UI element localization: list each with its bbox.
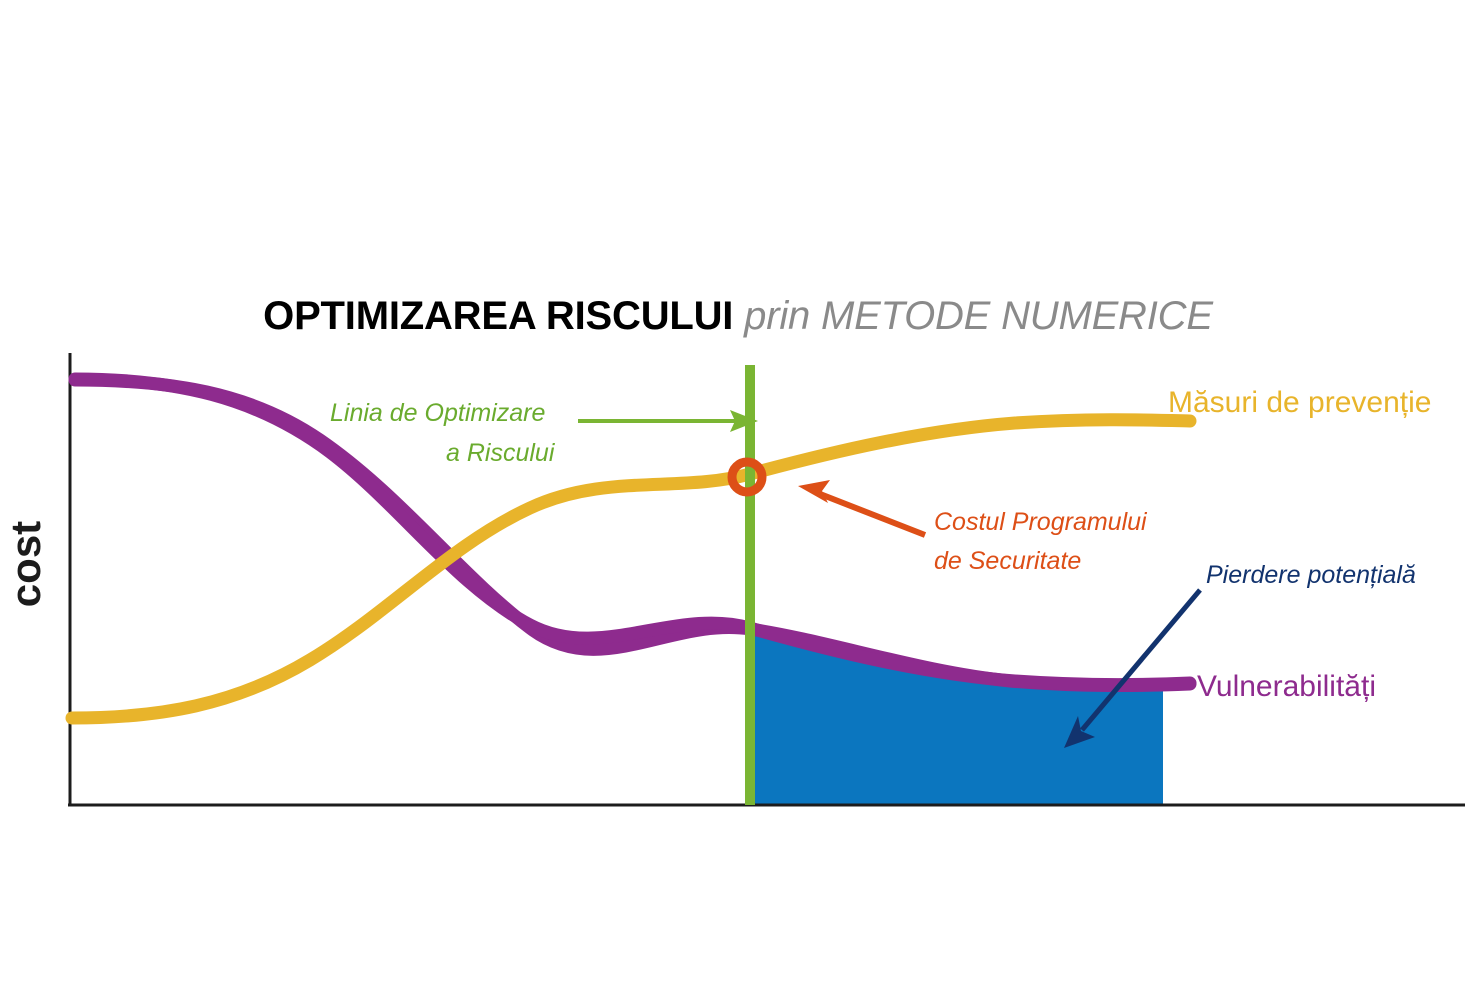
security-cost-label-line1: Costul Programului — [934, 508, 1148, 536]
potential-loss-label: Pierdere potențială — [1206, 561, 1416, 589]
potential-loss-arrow-icon — [1064, 716, 1095, 748]
optimization-arrow-icon — [730, 410, 758, 432]
potential-loss-leader-line — [1080, 588, 1202, 732]
security-cost-label-line2: de Securitate — [934, 547, 1081, 575]
optimum-point-marker — [727, 457, 767, 497]
title-subtitle: prin METODE NUMERICE — [744, 294, 1213, 338]
security-cost-leader-line — [813, 489, 927, 538]
page-title: OPTIMIZAREA RISCULUI prin METODE NUMERIC… — [0, 292, 1476, 340]
series-label-vulnerabilities: Vulnerabilități — [1197, 670, 1376, 703]
potential-loss-area — [750, 629, 1163, 805]
optimization-label-line2: a Riscului — [446, 439, 556, 467]
title-main: OPTIMIZAREA RISCULUI — [263, 294, 734, 338]
prevention-curve — [65, 413, 1197, 725]
vulnerabilities-curve-smooth — [68, 372, 1197, 692]
security-cost-arrow-icon — [798, 480, 830, 503]
optimization-label-line1: Linia de Optimizare — [330, 399, 545, 427]
series-label-prevention: Măsuri de prevenție — [1168, 386, 1431, 419]
